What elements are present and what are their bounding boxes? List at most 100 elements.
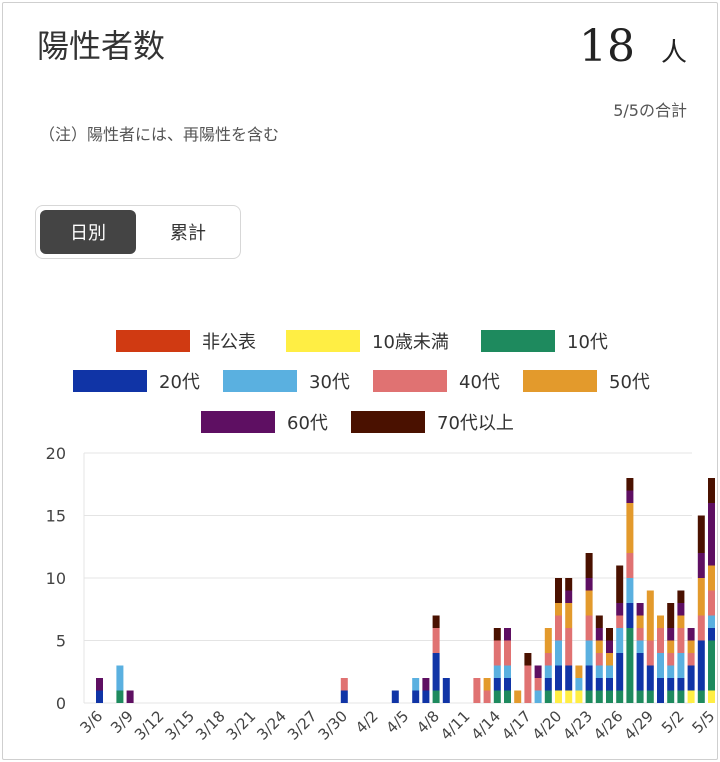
bar-segment	[555, 603, 562, 616]
bar-segment	[677, 690, 685, 703]
bar-segment	[708, 690, 715, 703]
legend-label: 50代	[609, 372, 650, 393]
bar-segment	[616, 690, 624, 703]
bar-segment	[422, 678, 430, 691]
bar-segment	[646, 690, 654, 703]
legend-label: 20代	[159, 372, 200, 393]
bar-segment	[667, 653, 675, 666]
y-tick-label: 15	[46, 507, 66, 526]
bar-segment	[575, 665, 583, 678]
note-text: （注）陽性者には、再陽性を含む	[39, 125, 280, 144]
bar-segment	[432, 690, 440, 703]
bar-segment	[96, 690, 103, 703]
bar-segment	[657, 678, 664, 703]
x-tick-label: 4/2	[352, 707, 382, 737]
bar-segment	[667, 640, 675, 653]
bar-segment	[677, 653, 685, 678]
bar-segment	[96, 678, 103, 691]
bar-segment	[606, 640, 613, 653]
bar-segment	[708, 503, 715, 566]
bar-segment	[626, 490, 634, 503]
legend-label: 30代	[309, 372, 350, 393]
x-tick-label: 3/30	[315, 707, 352, 744]
bar-segment	[616, 615, 624, 628]
legend-label: 40代	[459, 372, 500, 393]
bar-segment	[646, 665, 654, 691]
bar-segment	[493, 628, 501, 641]
bar-segment	[687, 653, 695, 666]
bar-segment	[687, 628, 695, 641]
bar-segment	[677, 678, 685, 691]
bar-segment	[555, 690, 562, 703]
bar-segment	[473, 678, 481, 703]
bar-segment	[585, 665, 593, 691]
total-count-unit: 人	[660, 38, 687, 68]
bar-segment	[677, 590, 685, 603]
bar-segment	[493, 665, 501, 678]
bar-segment	[595, 628, 603, 641]
bar-segment	[493, 640, 501, 666]
bar-segment	[504, 678, 511, 691]
legend-swatch	[373, 370, 447, 392]
total-count-number: 18	[578, 21, 635, 72]
bar-segment	[636, 603, 644, 616]
bar-segment	[524, 665, 532, 703]
bar-segment	[657, 628, 664, 653]
legend-label: 非公表	[202, 332, 256, 353]
bar-segment	[667, 665, 675, 678]
bar-segment	[708, 628, 715, 641]
bar-segment	[636, 628, 644, 641]
bar-segment	[565, 590, 573, 603]
x-tick-label: 3/27	[284, 707, 321, 744]
x-tick-label: 3/21	[223, 707, 260, 744]
bar-segment	[555, 578, 562, 603]
bar-segment	[657, 615, 664, 628]
bar-segment	[626, 628, 634, 703]
x-tick-label: 4/5	[383, 707, 413, 737]
legend-label: 60代	[287, 413, 328, 434]
x-tick-label: 3/24	[253, 707, 290, 744]
bar-segment	[422, 690, 430, 703]
bar-segment	[544, 653, 552, 666]
bar-segment	[534, 678, 542, 691]
bar-segment	[667, 628, 675, 641]
bar-segment	[524, 653, 532, 666]
bar-segment	[493, 678, 501, 691]
bar-segment	[565, 578, 573, 591]
bar-segment	[585, 590, 593, 616]
x-tick-label: 4/20	[529, 707, 566, 744]
bar-segment	[555, 665, 562, 691]
bar-segment	[595, 653, 603, 666]
bar-segment	[595, 640, 603, 653]
bar-segment	[595, 678, 603, 691]
x-tick-label: 3/18	[192, 707, 229, 744]
bar-segment	[616, 565, 624, 603]
bar-segment	[534, 665, 542, 678]
bar-segment	[116, 690, 124, 703]
bar-segment	[646, 590, 654, 641]
toggle-cumulative-button[interactable]: 累計	[170, 223, 206, 244]
bar-segment	[697, 615, 705, 641]
bar-segment	[687, 640, 695, 653]
bar-segment	[504, 690, 511, 703]
x-tick-label: 4/23	[559, 707, 596, 744]
bar-segment	[432, 653, 440, 691]
bar-segment	[412, 690, 420, 703]
bar-segment	[116, 665, 124, 691]
bar-segment	[697, 640, 705, 691]
bar-segment	[657, 653, 664, 678]
bar-segment	[626, 503, 634, 553]
bar-segment	[555, 615, 562, 641]
bar-segment	[340, 690, 348, 703]
bar-segment	[565, 628, 573, 666]
toggle-daily-button[interactable]: 日別	[40, 210, 136, 254]
bar-segment	[606, 628, 613, 641]
legend-swatch	[116, 330, 190, 352]
bar-segment	[636, 640, 644, 653]
legend-swatch	[223, 370, 297, 392]
bar-segment	[595, 690, 603, 703]
bar-segment	[636, 690, 644, 703]
bar-segment	[687, 665, 695, 691]
